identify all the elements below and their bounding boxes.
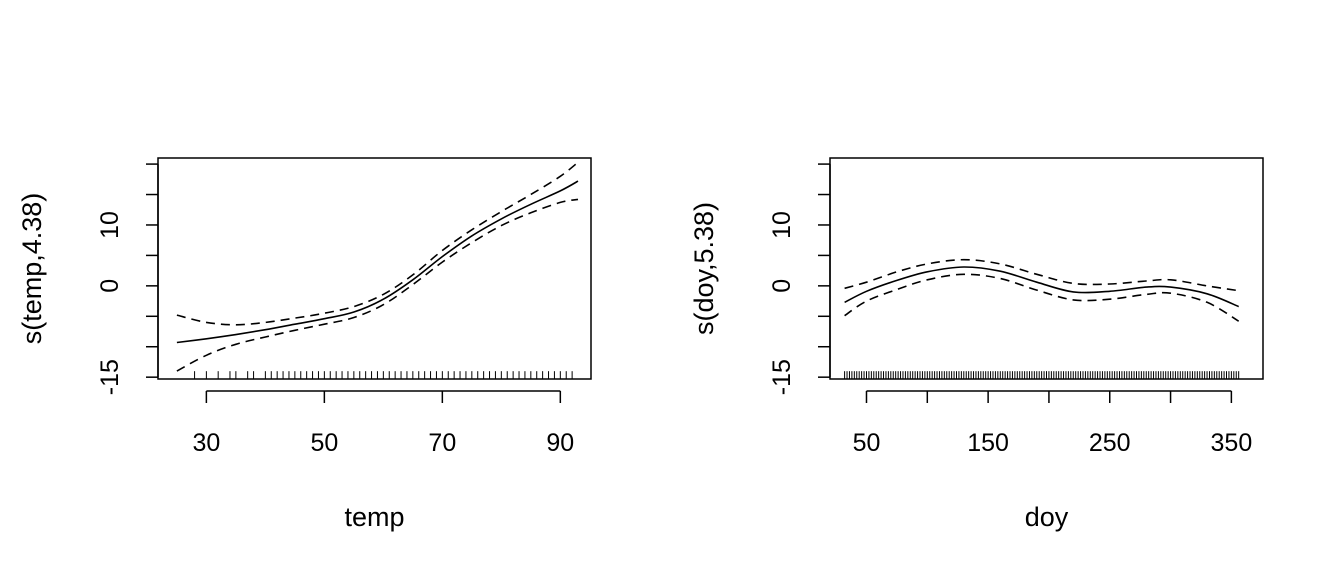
x-tick-label: 30 — [192, 429, 220, 457]
x-tick-label: 50 — [310, 429, 338, 457]
x-tick-label: 350 — [1211, 429, 1253, 457]
doy-smooth-panel: -15 0 10 50 150 250 350 doy s(doy,5.38) — [689, 157, 1264, 532]
lower-confidence-band — [176, 198, 579, 372]
upper-confidence-band — [844, 258, 1239, 292]
y-tick-label: 10 — [768, 211, 796, 239]
x-axis-label: doy — [1025, 502, 1069, 532]
plot-frame — [829, 157, 1264, 380]
x-tick-label: 70 — [428, 429, 456, 457]
x-tick-label: 250 — [1089, 429, 1131, 457]
y-axis-label: s(doy,5.38) — [689, 202, 719, 335]
y-tick-label: -15 — [96, 359, 124, 395]
upper-confidence-band — [176, 161, 579, 326]
x-axis-label: temp — [344, 502, 404, 532]
x-tick-label: 150 — [967, 429, 1009, 457]
plot-frame — [157, 157, 592, 380]
lower-confidence-band — [844, 273, 1240, 322]
y-tick-label: 0 — [96, 279, 124, 293]
y-tick-label: 10 — [96, 211, 124, 239]
y-tick-label: 0 — [768, 279, 796, 293]
x-tick-label: 90 — [546, 429, 574, 457]
smooth-fit-line — [176, 180, 579, 344]
y-axis-label: s(temp,4.38) — [17, 193, 47, 345]
x-tick-label: 50 — [853, 429, 881, 457]
temp-smooth-panel: -15 0 10 30 50 70 90 temp s(temp,4.38) — [17, 157, 592, 532]
y-tick-label: -15 — [768, 359, 796, 395]
smooth-fit-line — [844, 266, 1240, 308]
